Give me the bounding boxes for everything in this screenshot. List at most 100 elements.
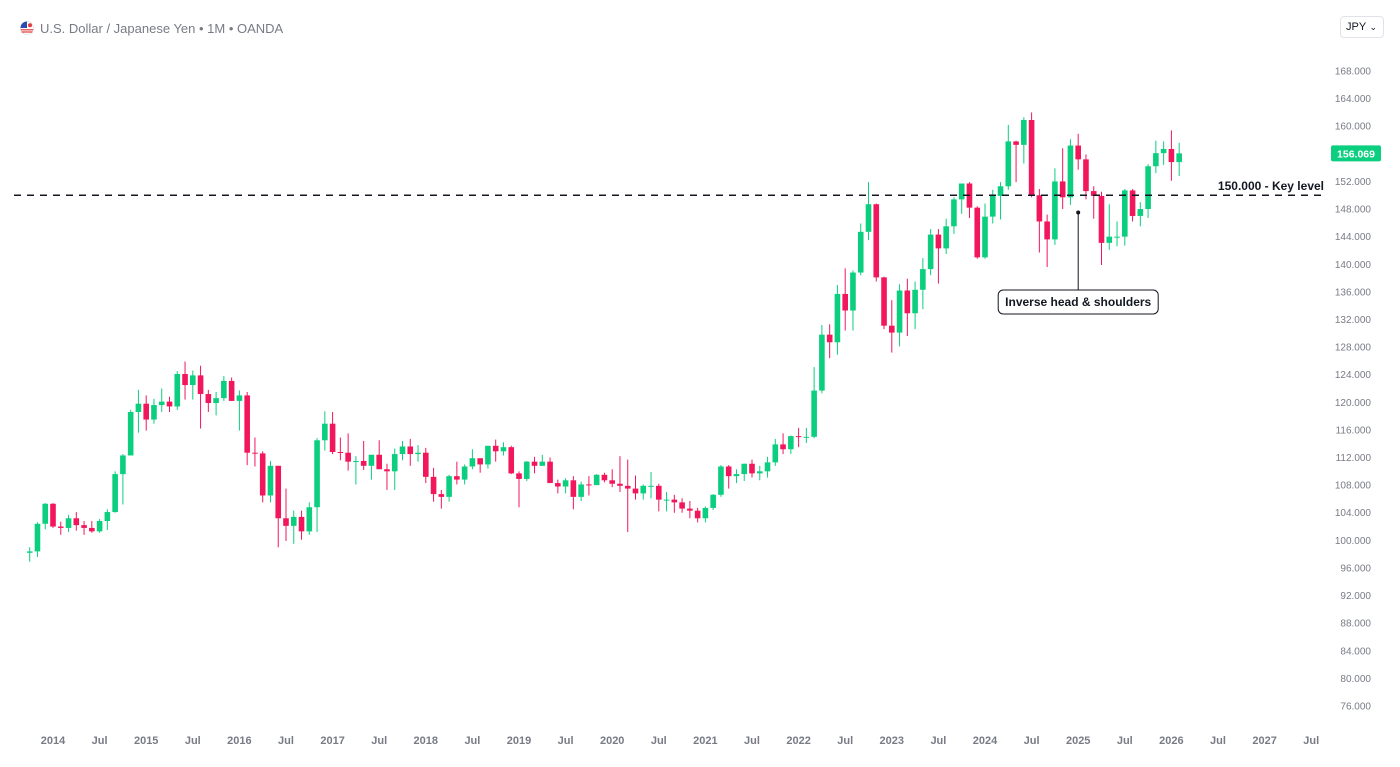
candle[interactable]: [252, 437, 258, 467]
candle[interactable]: [50, 503, 56, 528]
candle[interactable]: [1145, 164, 1151, 219]
candle[interactable]: [1160, 141, 1167, 165]
candle[interactable]: [438, 489, 445, 509]
candle[interactable]: [1028, 112, 1035, 198]
candle[interactable]: [609, 469, 615, 488]
candle[interactable]: [555, 479, 561, 494]
candle[interactable]: [1137, 202, 1144, 227]
pattern-annotation[interactable]: Inverse head & shoulders: [997, 210, 1159, 315]
candle[interactable]: [407, 438, 414, 466]
candle[interactable]: [974, 206, 981, 259]
candle[interactable]: [143, 395, 149, 431]
candle[interactable]: [896, 284, 903, 347]
candle[interactable]: [190, 370, 196, 400]
candle[interactable]: [523, 460, 530, 481]
candle[interactable]: [586, 476, 592, 496]
candle[interactable]: [73, 512, 80, 531]
candle[interactable]: [1005, 124, 1012, 190]
candle[interactable]: [1153, 140, 1159, 174]
candle[interactable]: [469, 449, 476, 470]
candle[interactable]: [26, 547, 33, 562]
candle[interactable]: [89, 521, 95, 533]
candle[interactable]: [314, 438, 320, 533]
candle[interactable]: [306, 502, 313, 535]
candle[interactable]: [1021, 117, 1027, 164]
candle[interactable]: [96, 518, 103, 533]
candle[interactable]: [819, 325, 825, 394]
candle[interactable]: [182, 361, 188, 400]
candle[interactable]: [34, 522, 41, 557]
candle[interactable]: [865, 182, 872, 241]
symbol-title[interactable]: U.S. Dollar / Japanese Yen • 1M • OANDA: [40, 20, 284, 36]
candle[interactable]: [531, 456, 538, 474]
candle[interactable]: [384, 463, 390, 490]
candle[interactable]: [1098, 191, 1105, 265]
candle[interactable]: [679, 498, 685, 513]
candle[interactable]: [904, 278, 911, 337]
candle[interactable]: [430, 467, 437, 502]
candle[interactable]: [205, 389, 212, 412]
candle[interactable]: [228, 377, 235, 401]
candle[interactable]: [135, 389, 142, 433]
candle[interactable]: [151, 398, 157, 424]
candle[interactable]: [127, 409, 134, 456]
candle[interactable]: [492, 439, 499, 462]
candle[interactable]: [376, 440, 382, 470]
candle[interactable]: [337, 437, 344, 461]
candle[interactable]: [290, 510, 297, 544]
candle[interactable]: [857, 223, 864, 276]
candle[interactable]: [329, 411, 336, 455]
candle[interactable]: [694, 507, 701, 523]
candle[interactable]: [834, 284, 841, 355]
candle[interactable]: [539, 454, 546, 466]
candle[interactable]: [811, 367, 817, 439]
candle[interactable]: [1044, 214, 1050, 268]
candle[interactable]: [881, 276, 887, 330]
candle[interactable]: [788, 435, 794, 455]
candle[interactable]: [415, 445, 421, 462]
candle[interactable]: [1052, 168, 1058, 245]
candle[interactable]: [547, 457, 553, 484]
candle[interactable]: [104, 509, 111, 530]
candle[interactable]: [516, 471, 522, 508]
candle[interactable]: [1075, 133, 1081, 170]
candle[interactable]: [943, 218, 949, 254]
candle[interactable]: [1059, 148, 1066, 210]
candle[interactable]: [624, 459, 631, 533]
candle[interactable]: [391, 448, 398, 490]
candle[interactable]: [593, 474, 600, 486]
candle[interactable]: [81, 521, 87, 535]
candle[interactable]: [283, 488, 289, 542]
candle[interactable]: [687, 501, 693, 519]
candle[interactable]: [958, 183, 965, 214]
candle[interactable]: [656, 483, 662, 512]
candle[interactable]: [112, 471, 118, 513]
candle[interactable]: [982, 203, 988, 259]
candle[interactable]: [1114, 221, 1120, 247]
candle[interactable]: [423, 447, 429, 484]
candle[interactable]: [399, 440, 406, 461]
candle[interactable]: [485, 445, 491, 469]
candle[interactable]: [57, 521, 64, 535]
candle[interactable]: [1083, 154, 1089, 200]
candle[interactable]: [617, 456, 623, 493]
candle[interactable]: [1106, 204, 1113, 250]
candle[interactable]: [508, 445, 515, 475]
candle[interactable]: [671, 494, 678, 513]
candle[interactable]: [1013, 140, 1019, 183]
currency-select[interactable]: JPY ⌄: [1340, 16, 1384, 38]
candle[interactable]: [65, 514, 72, 533]
candle[interactable]: [244, 391, 250, 466]
candle[interactable]: [912, 281, 918, 330]
candle[interactable]: [850, 270, 856, 331]
candle[interactable]: [772, 438, 779, 466]
candle[interactable]: [298, 510, 305, 540]
candle[interactable]: [795, 427, 802, 448]
candle[interactable]: [267, 460, 274, 503]
candle[interactable]: [842, 268, 848, 331]
price-axis[interactable]: 76.000 80.000 84.000 88.000 92.000 96.000 100.…: [1335, 67, 1372, 713]
candle[interactable]: [927, 229, 934, 276]
candle[interactable]: [966, 182, 973, 219]
candle[interactable]: [764, 456, 771, 478]
